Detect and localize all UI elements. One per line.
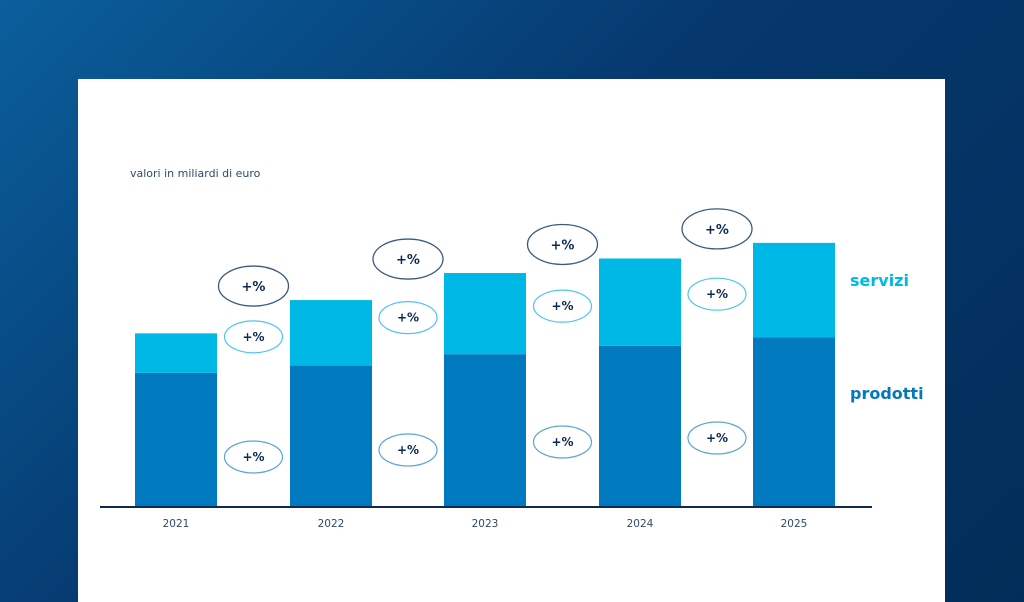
bar-prodotti-2022 [290, 365, 372, 506]
bar-prodotti-2024 [599, 345, 681, 506]
bar-servizi-2025 [753, 242, 835, 338]
growth-total-ellipse-2 [372, 238, 444, 280]
bar-servizi-2023 [444, 273, 526, 355]
growth-prodotti-ellipse-1 [223, 440, 284, 474]
bar-servizi-2024 [599, 258, 681, 346]
growth-total-label-4: +% [705, 223, 729, 238]
bar-prodotti-2023 [444, 354, 526, 506]
growth-total-label-1: +% [242, 280, 266, 295]
growth-servizi-ellipse-4 [687, 277, 747, 311]
growth-servizi-ellipse-3 [532, 289, 593, 323]
growth-servizi-label-4: +% [706, 287, 728, 301]
growth-total-ellipse-4 [681, 208, 753, 250]
growth-servizi-label-2: +% [397, 311, 419, 325]
growth-servizi-label-3: +% [551, 299, 573, 313]
growth-prodotti-label-2: +% [397, 443, 419, 457]
legend-prodotti: prodotti [850, 384, 924, 403]
growth-prodotti-label-1: +% [242, 450, 264, 464]
bar-prodotti-2025 [753, 337, 835, 506]
growth-total-label-2: +% [396, 253, 420, 268]
legend-servizi: servizi [850, 271, 909, 290]
x-tick-2022: 2022 [318, 518, 345, 530]
growth-servizi-label-1: +% [242, 330, 264, 344]
growth-servizi-ellipse-1 [223, 320, 284, 354]
growth-servizi-ellipse-2 [378, 301, 438, 335]
x-tick-2024: 2024 [627, 518, 654, 530]
growth-prodotti-ellipse-2 [378, 433, 438, 467]
growth-total-ellipse-1 [217, 265, 290, 307]
bar-prodotti-2021 [135, 372, 217, 506]
x-tick-2023: 2023 [472, 518, 499, 530]
growth-prodotti-label-4: +% [706, 431, 728, 445]
growth-prodotti-label-3: +% [551, 435, 573, 449]
bar-servizi-2022 [290, 300, 372, 366]
growth-prodotti-ellipse-3 [532, 425, 593, 459]
bar-servizi-2021 [135, 333, 217, 373]
growth-total-label-3: +% [551, 238, 575, 253]
growth-prodotti-ellipse-4 [687, 421, 747, 455]
growth-total-ellipse-3 [526, 223, 599, 266]
x-tick-2021: 2021 [163, 518, 190, 530]
x-tick-2025: 2025 [781, 518, 808, 530]
unit-label: valori in miliardi di euro [130, 167, 261, 180]
